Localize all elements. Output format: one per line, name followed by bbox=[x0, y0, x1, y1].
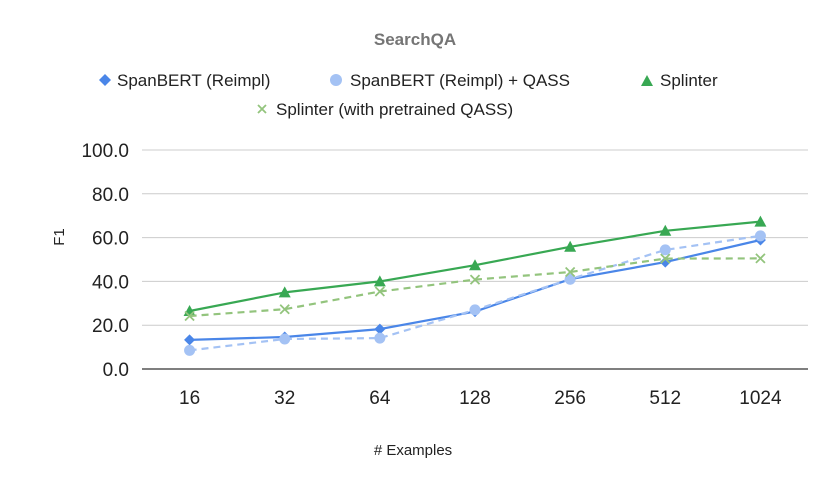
x-axis-label: # Examples bbox=[374, 442, 452, 459]
y-axis-ticks: 0.0 20.0 40.0 60.0 80.0 100.0 bbox=[81, 141, 129, 381]
y-axis-label: F1 bbox=[51, 228, 68, 246]
data-point-triangle bbox=[373, 275, 386, 287]
x-tick-label: 512 bbox=[649, 388, 681, 409]
data-point-triangle bbox=[278, 286, 291, 298]
series-4 bbox=[184, 253, 766, 322]
legend-marker-triangle bbox=[641, 75, 653, 86]
y-tick-label: 20.0 bbox=[92, 316, 129, 337]
series-1 bbox=[184, 234, 766, 346]
x-axis-ticks: 16 32 64 128 256 512 1024 bbox=[179, 388, 782, 409]
legend-marker-circle bbox=[330, 74, 342, 86]
legend-marker-x bbox=[257, 104, 267, 114]
legend: SpanBERT (Reimpl) SpanBERT (Reimpl) + QA… bbox=[99, 71, 718, 119]
legend-label-spanbert-qass: SpanBERT (Reimpl) + QASS bbox=[350, 71, 570, 90]
data-point-triangle bbox=[754, 215, 767, 227]
legend-marker-diamond bbox=[99, 74, 111, 86]
series-3 bbox=[183, 215, 767, 316]
x-tick-label: 1024 bbox=[739, 388, 782, 409]
data-point-x bbox=[660, 253, 671, 264]
y-tick-label: 0.0 bbox=[103, 360, 129, 381]
legend-label-splinter: Splinter bbox=[660, 71, 718, 90]
data-point-circle bbox=[184, 344, 196, 356]
data-point-circle bbox=[374, 332, 386, 344]
data-point-triangle bbox=[469, 259, 481, 271]
y-tick-label: 100.0 bbox=[81, 141, 129, 162]
x-tick-label: 128 bbox=[459, 388, 491, 409]
y-tick-label: 80.0 bbox=[92, 185, 129, 206]
data-point-diamond bbox=[184, 334, 196, 346]
plot-area bbox=[183, 215, 767, 356]
data-point-circle bbox=[659, 244, 671, 256]
data-point-circle bbox=[754, 230, 766, 242]
legend-label-spanbert: SpanBERT (Reimpl) bbox=[117, 71, 270, 90]
x-tick-label: 16 bbox=[179, 388, 200, 409]
x-tick-label: 64 bbox=[369, 388, 391, 409]
data-point-triangle bbox=[659, 224, 672, 236]
legend-label-splinter-qass: Splinter (with pretrained QASS) bbox=[276, 100, 513, 119]
chart-title: SearchQA bbox=[374, 30, 456, 49]
x-tick-label: 256 bbox=[554, 388, 586, 409]
series-line bbox=[189, 234, 761, 352]
data-point-x bbox=[184, 310, 195, 322]
gridlines bbox=[142, 149, 808, 370]
data-point-circle bbox=[564, 273, 576, 285]
data-point-x bbox=[469, 274, 481, 285]
data-point-circle bbox=[469, 304, 481, 316]
data-point-x bbox=[374, 286, 385, 297]
data-point-x bbox=[755, 253, 766, 264]
y-tick-label: 60.0 bbox=[92, 229, 129, 250]
series-2 bbox=[184, 230, 766, 356]
y-tick-label: 40.0 bbox=[92, 272, 129, 293]
data-point-circle bbox=[279, 333, 291, 345]
x-tick-label: 32 bbox=[274, 388, 295, 409]
data-point-x bbox=[565, 266, 576, 278]
data-point-triangle bbox=[564, 240, 577, 252]
data-point-diamond bbox=[374, 323, 386, 335]
data-point-x bbox=[279, 304, 290, 315]
